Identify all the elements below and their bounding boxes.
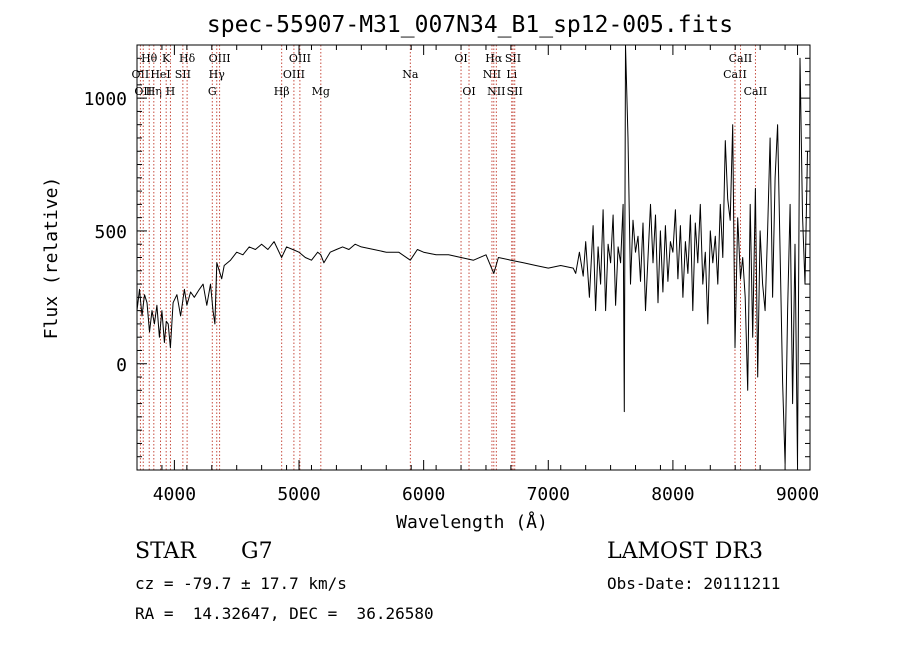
line-marker-label-2: Hθ	[141, 52, 158, 65]
axis-ticks	[136, 44, 811, 470]
line-marker-label-14: OIII	[289, 52, 311, 65]
line-marker-label-9: G	[208, 85, 217, 98]
line-marker-label-15: Mg	[312, 85, 330, 98]
line-marker-label-26: CaII	[729, 52, 753, 65]
x-tick-label-9000: 9000	[776, 484, 819, 505]
line-marker-label-7: SII	[175, 68, 191, 81]
redshift-readout: cz = -79.7 ± 17.7 km/s	[135, 574, 347, 593]
y-axis-label: Flux (relative)	[41, 177, 62, 340]
line-marker-label-17: OI	[454, 52, 467, 65]
line-marker-label-6: H	[166, 85, 176, 98]
chart-title: spec-55907-M31_007N34_B1_sp12-005.fits	[207, 12, 733, 38]
x-axis-label: Wavelength (Å)	[396, 511, 548, 533]
line-marker-label-1: OII	[134, 85, 152, 98]
survey-name: LAMOST DR3	[607, 539, 763, 564]
x-tick-label-7000: 7000	[527, 484, 570, 505]
line-marker-label-24: SII	[507, 85, 523, 98]
line-marker-label-20: Hα	[485, 52, 503, 65]
series-line-flux	[136, 44, 808, 466]
flux-series	[136, 44, 808, 466]
line-marker-label-0: OII	[132, 68, 150, 81]
object-subclass: G7	[241, 539, 273, 564]
line-marker-label-13: OIII	[283, 68, 305, 81]
spectral-line-markers: OII OII Hθ Hη HeI K H SII Hδ G Hγ OIII Hβ OIII OIII Mg N…	[132, 45, 768, 470]
observation-date: Obs-Date: 20111211	[607, 574, 781, 593]
object-class: STAR	[135, 539, 196, 564]
x-tick-label-6000: 6000	[402, 484, 445, 505]
x-tick-label-5000: 5000	[277, 484, 320, 505]
line-marker-label-8: Hδ	[179, 52, 196, 65]
line-marker-label-27: CaII	[744, 85, 768, 98]
line-marker-label-11: OIII	[209, 52, 231, 65]
y-tick-label-500: 500	[94, 222, 127, 243]
line-marker-label-3: Hη	[146, 85, 162, 98]
line-marker-label-12: Hβ	[274, 85, 290, 98]
line-marker-label-4: HeI	[150, 68, 170, 81]
line-marker-label-21: NII	[487, 85, 505, 98]
coordinates-readout: RA = 14.32647, DEC = 36.26580	[135, 604, 434, 623]
y-tick-label-1000: 1000	[84, 89, 127, 110]
line-marker-label-19: NII	[483, 68, 501, 81]
line-marker-label-23: SII	[505, 52, 521, 65]
line-marker-label-18: OI	[462, 85, 475, 98]
line-marker-label-22: Li	[506, 68, 517, 81]
line-marker-label-16: Na	[402, 68, 419, 81]
y-tick-label-0: 0	[116, 355, 127, 376]
x-tick-label-8000: 8000	[651, 484, 694, 505]
x-tick-label-4000: 4000	[153, 484, 196, 505]
line-marker-label-5: K	[162, 52, 171, 65]
axis-tick-labels: 4000 5000 6000 7000 8000 9000 0 500 1000	[84, 89, 820, 505]
line-marker-label-10: Hγ	[209, 68, 226, 81]
plot-frame	[136, 44, 811, 471]
line-marker-label-25: CaII	[723, 68, 747, 81]
